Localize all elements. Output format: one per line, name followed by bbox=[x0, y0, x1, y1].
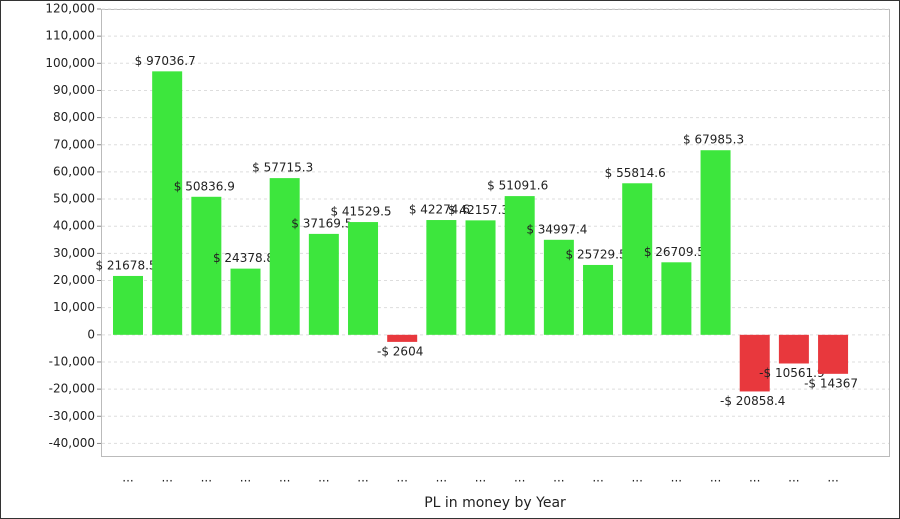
value-label: -$ 2604 bbox=[377, 344, 423, 358]
value-label: $ 42157.3 bbox=[448, 203, 509, 217]
bar bbox=[152, 71, 183, 335]
bar bbox=[700, 150, 731, 335]
y-tick-label: -10,000 bbox=[49, 354, 95, 368]
x-tick-label: ... bbox=[475, 471, 486, 485]
x-tick-label: ... bbox=[279, 471, 290, 485]
x-tick-label: ... bbox=[318, 471, 329, 485]
bar bbox=[348, 222, 379, 335]
x-tick-label: ... bbox=[436, 471, 447, 485]
bar bbox=[583, 264, 614, 335]
x-axis-title: PL in money by Year bbox=[424, 495, 566, 511]
bar bbox=[113, 275, 143, 335]
y-tick-label: -20,000 bbox=[49, 382, 95, 396]
y-tick-label: 110,000 bbox=[45, 29, 95, 43]
y-tick-label: 60,000 bbox=[53, 164, 95, 178]
y-tick-label: 120,000 bbox=[45, 2, 95, 16]
x-tick-label: ... bbox=[201, 471, 212, 485]
bar bbox=[504, 196, 535, 335]
y-tick-label: 100,000 bbox=[45, 56, 95, 70]
bar bbox=[387, 334, 418, 342]
x-tick-label: ... bbox=[553, 471, 564, 485]
value-label: $ 41529.5 bbox=[330, 205, 391, 219]
x-tick-label: ... bbox=[671, 471, 682, 485]
value-label: $ 42274.6 bbox=[409, 203, 470, 217]
bar bbox=[191, 196, 222, 335]
value-label: $ 34997.4 bbox=[526, 222, 587, 236]
x-tick-label: ... bbox=[240, 471, 251, 485]
y-tick-label: 50,000 bbox=[53, 192, 95, 206]
x-tick-label: ... bbox=[357, 471, 368, 485]
value-label: -$ 10561.9 bbox=[759, 366, 824, 380]
value-label: $ 24378.8 bbox=[213, 251, 274, 265]
y-tick-label: -40,000 bbox=[49, 436, 95, 450]
x-tick-label: ... bbox=[514, 471, 525, 485]
value-label: $ 67985.3 bbox=[683, 133, 744, 147]
y-tick-label: -30,000 bbox=[49, 409, 95, 423]
value-label: $ 26709.5 bbox=[644, 245, 705, 259]
value-label: $ 55814.6 bbox=[605, 166, 666, 180]
y-tick-label: 30,000 bbox=[53, 246, 95, 260]
value-label: $ 97036.7 bbox=[135, 54, 196, 68]
value-label: $ 57715.3 bbox=[252, 161, 313, 175]
y-tick-label: 80,000 bbox=[53, 110, 95, 124]
y-tick-label: 70,000 bbox=[53, 137, 95, 151]
y-tick-label: 0 bbox=[87, 327, 95, 341]
bar bbox=[230, 268, 261, 335]
bar bbox=[269, 178, 300, 335]
x-tick-label: ... bbox=[122, 471, 133, 485]
y-tick-label: 20,000 bbox=[53, 273, 95, 287]
x-tick-label: ... bbox=[631, 471, 642, 485]
y-tick-label: 40,000 bbox=[53, 219, 95, 233]
value-label: $ 50836.9 bbox=[174, 179, 235, 193]
x-tick-label: ... bbox=[161, 471, 172, 485]
bar bbox=[308, 233, 339, 335]
bar bbox=[543, 239, 574, 335]
bar bbox=[739, 334, 770, 392]
x-tick-label: ... bbox=[749, 471, 760, 485]
value-label: $ 21678.5 bbox=[95, 258, 156, 272]
bar bbox=[465, 220, 496, 335]
y-tick-label: 90,000 bbox=[53, 83, 95, 97]
x-tick-label: ... bbox=[710, 471, 721, 485]
bar bbox=[661, 262, 692, 335]
value-label: -$ 20858.4 bbox=[720, 394, 785, 408]
bar bbox=[818, 334, 849, 374]
value-label: -$ 14367 bbox=[804, 376, 858, 390]
bar bbox=[778, 334, 809, 364]
value-label: $ 37169.5 bbox=[291, 216, 352, 230]
x-tick-label: ... bbox=[788, 471, 799, 485]
x-tick-label: ... bbox=[592, 471, 603, 485]
bar bbox=[622, 183, 653, 335]
y-tick-label: 10,000 bbox=[53, 300, 95, 314]
value-label: $ 25729.5 bbox=[566, 247, 627, 261]
value-label: $ 51091.6 bbox=[487, 179, 548, 193]
bar bbox=[426, 220, 457, 335]
x-tick-label: ... bbox=[827, 471, 838, 485]
x-tick-label: ... bbox=[396, 471, 407, 485]
